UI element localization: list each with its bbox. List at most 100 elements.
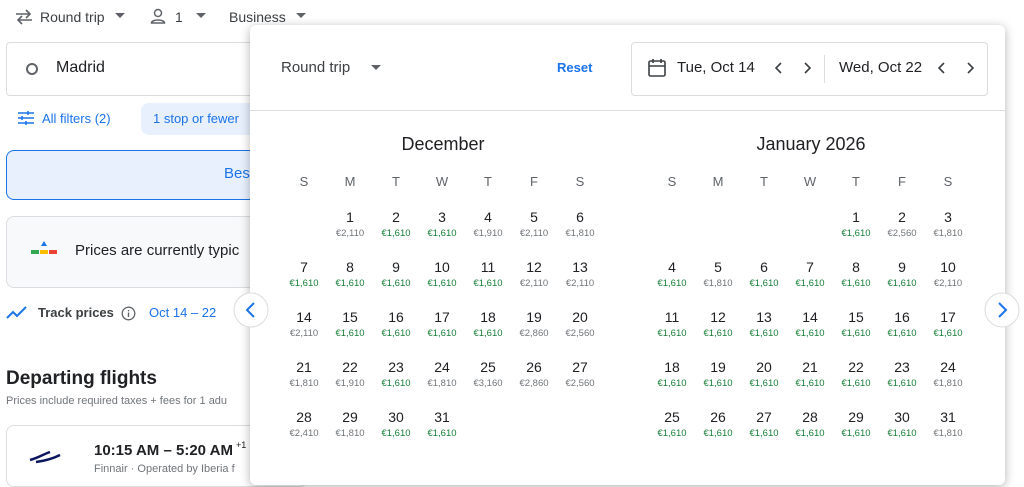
day-price: €1,610	[427, 428, 457, 439]
day-number[interactable]: 25	[480, 359, 496, 375]
day-number[interactable]: 13	[756, 309, 772, 325]
day-number[interactable]: 11	[664, 309, 680, 325]
passengers[interactable]: 1	[175, 9, 183, 25]
day-number[interactable]: 7	[300, 259, 308, 275]
day-number[interactable]: 12	[710, 309, 726, 325]
day-number[interactable]: 23	[894, 359, 910, 375]
day-number[interactable]: 19	[526, 309, 542, 325]
day-number[interactable]: 3	[944, 209, 952, 225]
day-number[interactable]: 4	[668, 259, 676, 275]
day-number[interactable]: 14	[296, 309, 312, 325]
weekday-label: T	[760, 174, 768, 189]
depart-date[interactable]: Tue, Oct 14	[677, 59, 755, 76]
day-number[interactable]: 16	[894, 309, 910, 325]
day-number[interactable]: 2	[898, 209, 906, 225]
day-number[interactable]: 22	[848, 359, 864, 375]
day-number[interactable]: 1	[346, 209, 354, 225]
picker-trip-type[interactable]: Round trip	[281, 59, 351, 76]
day-number[interactable]: 1	[852, 209, 860, 225]
track-prices[interactable]: Track prices	[38, 305, 114, 320]
day-price: €1,610	[473, 278, 503, 289]
day-number[interactable]: 6	[760, 259, 768, 275]
day-number[interactable]: 15	[342, 309, 358, 325]
day-number[interactable]: 28	[296, 409, 312, 425]
day-price: €1,610	[657, 328, 687, 339]
day-number[interactable]: 31	[940, 409, 956, 425]
day-price: €1,610	[427, 278, 457, 289]
day-number[interactable]: 26	[526, 359, 542, 375]
day-number[interactable]: 7	[806, 259, 814, 275]
day-number[interactable]: 30	[894, 409, 910, 425]
next-day[interactable]	[966, 62, 974, 74]
day-number[interactable]: 27	[756, 409, 772, 425]
day-number[interactable]: 20	[756, 359, 772, 375]
day-price: €1,610	[381, 328, 411, 339]
trip-type[interactable]: Round trip	[40, 9, 105, 25]
day-price: €1,610	[841, 328, 871, 339]
month-title: January 2026	[756, 134, 866, 154]
day-price: €1,810	[335, 428, 365, 439]
day-number[interactable]: 5	[714, 259, 722, 275]
day-number[interactable]: 21	[802, 359, 818, 375]
prev-day[interactable]	[775, 62, 783, 74]
reset-button[interactable]: Reset	[557, 60, 593, 75]
all-filters[interactable]: All filters (2)	[42, 111, 111, 126]
day-price: €1,610	[381, 278, 411, 289]
day-number[interactable]: 26	[710, 409, 726, 425]
header-divider	[250, 110, 1005, 111]
day-price: €1,610	[841, 428, 871, 439]
day-number[interactable]: 6	[576, 209, 584, 225]
day-number[interactable]: 30	[388, 409, 404, 425]
day-number[interactable]: 11	[480, 259, 496, 275]
day-number[interactable]: 29	[342, 409, 358, 425]
weekday-label: S	[667, 174, 677, 189]
day-number[interactable]: 5	[530, 209, 538, 225]
day-price: €1,610	[795, 428, 825, 439]
day-number[interactable]: 21	[296, 359, 312, 375]
day-price: €2,860	[519, 378, 549, 389]
day-number[interactable]: 17	[940, 309, 956, 325]
day-number[interactable]: 17	[434, 309, 450, 325]
origin-input[interactable]	[6, 42, 278, 96]
day-number[interactable]: 20	[572, 309, 588, 325]
day-price: €2,560	[565, 378, 595, 389]
return-date[interactable]: Wed, Oct 22	[839, 59, 923, 76]
day-number[interactable]: 9	[392, 259, 400, 275]
day-number[interactable]: 14	[802, 309, 818, 325]
day-number[interactable]: 16	[388, 309, 404, 325]
day-number[interactable]: 10	[434, 259, 450, 275]
prev-day[interactable]	[938, 62, 946, 74]
day-price: €1,810	[933, 378, 963, 389]
next-day[interactable]	[803, 62, 811, 74]
day-number[interactable]: 22	[342, 359, 358, 375]
day-number[interactable]: 28	[802, 409, 818, 425]
day-number[interactable]: 2	[392, 209, 400, 225]
next-month[interactable]	[983, 291, 1021, 329]
prev-month[interactable]	[232, 291, 270, 329]
day-number[interactable]: 31	[434, 409, 450, 425]
day-number[interactable]: 18	[480, 309, 496, 325]
day-number[interactable]: 18	[664, 359, 680, 375]
dropdown-arrow	[115, 13, 125, 18]
day-number[interactable]: 29	[848, 409, 864, 425]
day-number[interactable]: 8	[852, 259, 860, 275]
day-number[interactable]: 10	[940, 259, 956, 275]
day-price: €2,110	[565, 278, 595, 289]
day-number[interactable]: 25	[664, 409, 680, 425]
day-number[interactable]: 13	[572, 259, 588, 275]
day-number[interactable]: 19	[710, 359, 726, 375]
day-number[interactable]: 15	[848, 309, 864, 325]
cabin-class[interactable]: Business	[229, 9, 286, 25]
day-number[interactable]: 27	[572, 359, 588, 375]
day-number[interactable]: 9	[898, 259, 906, 275]
day-number[interactable]: 12	[526, 259, 542, 275]
day-number[interactable]: 4	[484, 209, 492, 225]
day-price: €1,610	[887, 378, 917, 389]
day-number[interactable]: 24	[434, 359, 450, 375]
day-number[interactable]: 8	[346, 259, 354, 275]
day-number[interactable]: 3	[438, 209, 446, 225]
day-price: €1,610	[749, 278, 779, 289]
day-number[interactable]: 24	[940, 359, 956, 375]
day-price: €2,860	[519, 328, 549, 339]
day-number[interactable]: 23	[388, 359, 404, 375]
